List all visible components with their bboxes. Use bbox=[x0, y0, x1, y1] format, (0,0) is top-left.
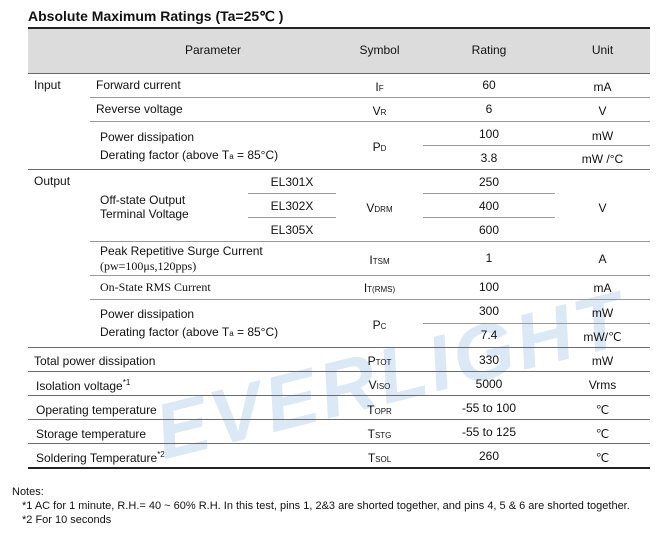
rating-tsol: 260 bbox=[478, 449, 500, 463]
rule bbox=[28, 347, 650, 348]
unit-viso: Vrms bbox=[588, 378, 617, 392]
unit-pd: mW bbox=[591, 129, 614, 143]
param-power-dissipation: Power dissipation bbox=[100, 130, 195, 144]
rule bbox=[90, 275, 650, 276]
param-storage-temperature: Storage temperature bbox=[36, 427, 147, 441]
rule bbox=[28, 419, 650, 420]
param-off-state-output: Off-state Output bbox=[100, 193, 186, 207]
rule bbox=[423, 145, 650, 146]
param-output-derating-factor: Derating factor (above Ta = 85°C) bbox=[100, 325, 279, 339]
symbol-if: IF bbox=[375, 80, 384, 94]
param-operating-temperature: Operating temperature bbox=[36, 403, 157, 417]
symbol-tsol: TSOL bbox=[367, 451, 392, 465]
unit-pd-derating: mW /°C bbox=[581, 152, 624, 166]
rating-topr: -55 to 100 bbox=[461, 401, 517, 415]
param-output-power-dissipation: Power dissipation bbox=[100, 307, 195, 321]
param-terminal-voltage: Terminal Voltage bbox=[100, 207, 189, 221]
param-pulse-width: (pw=100μs,120pps) bbox=[100, 259, 197, 273]
header-rating: Rating bbox=[471, 43, 507, 57]
rating-pd-derating: 3.8 bbox=[480, 151, 498, 165]
param-isolation-voltage: Isolation voltage*1 bbox=[36, 378, 131, 393]
unit-vdrm: V bbox=[598, 201, 607, 215]
symbol-it: IT(RMS) bbox=[363, 281, 396, 295]
rating-ptot: 330 bbox=[478, 353, 500, 367]
param-reverse-voltage: Reverse voltage bbox=[96, 102, 183, 116]
rating-pd: 100 bbox=[478, 127, 500, 141]
symbol-viso: VISO bbox=[368, 378, 391, 392]
rule bbox=[28, 467, 650, 469]
note-1: *1 AC for 1 minute, R.H.= 40 ~ 60% R.H. … bbox=[22, 500, 630, 512]
unit-tstg: ℃ bbox=[595, 427, 610, 441]
unit-pc-derating: mW/℃ bbox=[583, 330, 622, 344]
rule bbox=[423, 217, 555, 218]
symbol-tstg: TSTG bbox=[367, 427, 392, 441]
table-title: Absolute Maximum Ratings (Ta=25℃ ) bbox=[28, 8, 284, 24]
unit-pc: mW bbox=[591, 306, 614, 320]
header-parameter: Parameter bbox=[184, 43, 242, 57]
rating-tstg: -55 to 125 bbox=[461, 425, 517, 439]
title-underline bbox=[28, 27, 650, 29]
unit-itsm: A bbox=[598, 252, 607, 266]
param-total-power-dissipation: Total power dissipation bbox=[34, 354, 156, 368]
rating-el305x: 600 bbox=[478, 223, 500, 237]
symbol-vr: VR bbox=[372, 104, 387, 118]
rating-if: 60 bbox=[482, 78, 496, 92]
unit-vr: V bbox=[598, 104, 607, 118]
model-el305x: EL305X bbox=[270, 223, 314, 237]
rule bbox=[423, 323, 650, 324]
rule bbox=[28, 443, 650, 444]
model-el302x: EL302X bbox=[270, 199, 314, 213]
group-input: Input bbox=[34, 78, 61, 92]
header-symbol: Symbol bbox=[359, 43, 400, 57]
header-unit: Unit bbox=[591, 43, 614, 57]
rule bbox=[28, 395, 650, 396]
param-peak-surge-current: Peak Repetitive Surge Current bbox=[100, 244, 263, 258]
rating-itsm: 1 bbox=[485, 251, 493, 265]
symbol-topr: TOPR bbox=[367, 403, 392, 417]
rule bbox=[90, 241, 650, 242]
rating-vr: 6 bbox=[485, 102, 493, 116]
param-on-state-rms-current: On-State RMS Current bbox=[100, 280, 211, 294]
rating-viso: 5000 bbox=[475, 377, 503, 391]
rating-pc: 300 bbox=[478, 304, 500, 318]
param-forward-current: Forward current bbox=[96, 78, 181, 92]
symbol-vdrm: VDRM bbox=[366, 201, 393, 215]
unit-tsol: ℃ bbox=[595, 451, 610, 465]
rule bbox=[90, 299, 650, 300]
param-derating-factor: Derating factor (above Ta = 85°C) bbox=[100, 148, 279, 162]
group-output: Output bbox=[34, 174, 71, 188]
notes-label: Notes: bbox=[12, 486, 44, 498]
unit-ptot: mW bbox=[591, 354, 614, 368]
rule bbox=[248, 217, 336, 218]
symbol-pc: PC bbox=[372, 318, 387, 332]
symbol-pd: PD bbox=[372, 140, 387, 154]
unit-topr: ℃ bbox=[595, 403, 610, 417]
rule bbox=[90, 97, 650, 98]
rating-it: 100 bbox=[478, 280, 500, 294]
param-soldering-temperature: Soldering Temperature*2 bbox=[36, 450, 165, 465]
note-2: *2 For 10 seconds bbox=[22, 514, 112, 526]
unit-it: mA bbox=[593, 281, 612, 295]
rule bbox=[248, 193, 336, 194]
rating-el302x: 400 bbox=[478, 199, 500, 213]
notes: Notes: *1 AC for 1 minute, R.H.= 40 ~ 60… bbox=[12, 485, 630, 527]
rating-el301x: 250 bbox=[478, 175, 500, 189]
symbol-ptot: PTOT bbox=[367, 354, 392, 368]
rule bbox=[423, 193, 555, 194]
rating-pc-derating: 7.4 bbox=[480, 328, 498, 342]
symbol-itsm: ITSM bbox=[369, 253, 390, 267]
header-band bbox=[28, 29, 650, 73]
model-el301x: EL301X bbox=[270, 175, 314, 189]
rule bbox=[90, 121, 650, 122]
ratings-table: Parameter Symbol Rating Unit Input Outpu… bbox=[28, 29, 650, 475]
rule bbox=[28, 73, 650, 74]
rule bbox=[28, 371, 650, 372]
rule bbox=[28, 169, 650, 170]
unit-if: mA bbox=[593, 80, 612, 94]
